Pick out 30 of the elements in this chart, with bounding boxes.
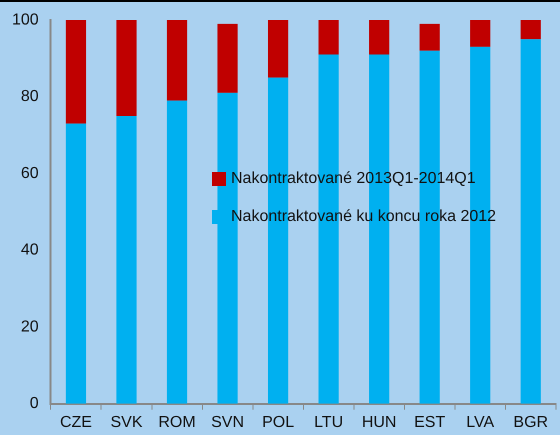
bar — [268, 20, 288, 78]
y-tick-label: 80 — [20, 88, 39, 106]
x-tick-label: BGR — [513, 414, 548, 431]
x-tick-label: SVN — [211, 414, 244, 431]
y-tick-label: 60 — [20, 164, 39, 182]
bar — [318, 20, 339, 55]
x-tick-label: LTU — [314, 414, 344, 431]
x-tick-label: HUN — [362, 414, 396, 431]
bar — [520, 39, 541, 404]
y-tick-label: 100 — [12, 11, 39, 28]
x-tick-label: LVA — [466, 414, 494, 431]
bar — [470, 20, 490, 47]
x-tick-label: POL — [262, 414, 294, 431]
bar — [116, 20, 137, 116]
y-tick-label: 0 — [30, 395, 39, 412]
bar — [520, 20, 541, 40]
bar — [420, 24, 440, 51]
bar — [166, 100, 188, 404]
y-tick-label: 40 — [20, 242, 39, 259]
bar — [369, 20, 390, 55]
bar — [116, 116, 137, 404]
x-tick-label: ROM — [158, 414, 196, 431]
bar — [66, 124, 86, 404]
bar — [66, 20, 86, 124]
bar — [217, 24, 238, 93]
x-tick-label: SVK — [110, 414, 143, 431]
bar — [166, 20, 188, 101]
y-tick-label: 20 — [20, 318, 39, 336]
x-tick-label: EST — [414, 414, 446, 431]
x-tick-label: CZE — [60, 414, 92, 431]
